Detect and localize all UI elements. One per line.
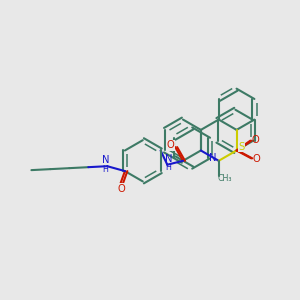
Text: S: S (238, 142, 244, 152)
Text: N: N (209, 153, 217, 163)
Text: O: O (167, 140, 174, 150)
Text: O: O (251, 135, 259, 145)
Text: O: O (117, 184, 125, 194)
Text: CH₃: CH₃ (217, 174, 232, 183)
Text: O: O (252, 154, 260, 164)
Text: H: H (102, 165, 108, 174)
Text: H: H (165, 163, 171, 172)
Text: N: N (101, 155, 109, 165)
Text: N: N (164, 154, 172, 164)
